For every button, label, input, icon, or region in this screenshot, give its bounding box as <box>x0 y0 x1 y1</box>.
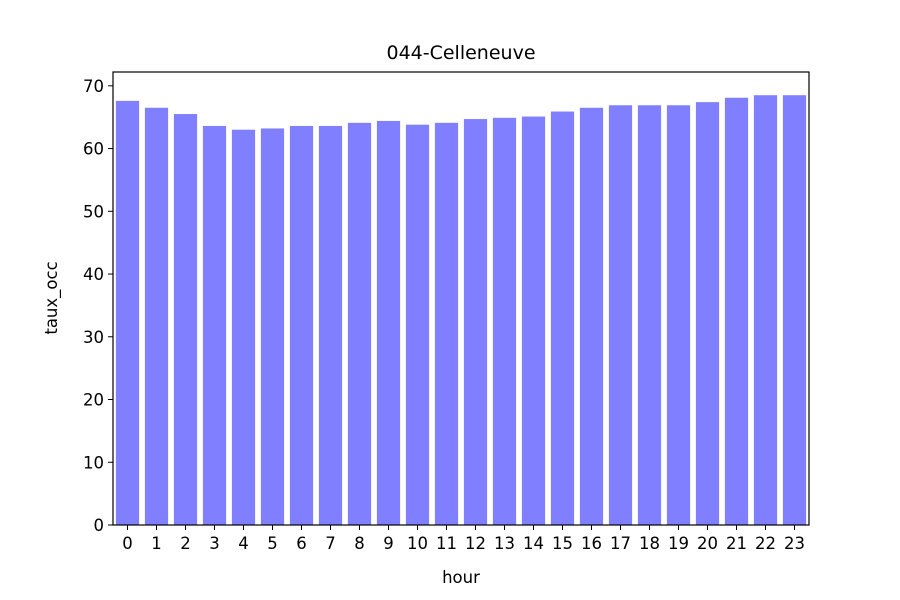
x-tick-label: 7 <box>325 534 336 553</box>
x-tick-label: 13 <box>494 534 515 553</box>
x-tick-label: 22 <box>755 534 776 553</box>
bar-hour-16 <box>579 107 604 526</box>
bar-hour-8 <box>347 122 372 526</box>
x-tick-label: 11 <box>436 534 457 553</box>
x-tick-label: 20 <box>697 534 718 553</box>
x-tick-label: 21 <box>726 534 747 553</box>
y-tick-label: 20 <box>83 391 104 410</box>
bar-hour-12 <box>463 119 488 525</box>
bar-hour-21 <box>724 97 749 526</box>
x-tick-label: 5 <box>267 534 278 553</box>
y-tick-label: 60 <box>83 140 104 159</box>
plot-frame <box>112 71 810 526</box>
bar-hour-20 <box>695 102 720 526</box>
x-tick-label: 8 <box>354 534 365 553</box>
bar-hour-19 <box>666 105 691 525</box>
x-tick-label: 17 <box>610 534 631 553</box>
bar-hour-11 <box>434 122 459 526</box>
y-tick-label: 0 <box>94 516 105 535</box>
bar-hour-13 <box>492 117 517 525</box>
bar-hour-0 <box>115 100 140 525</box>
bar-hour-15 <box>550 111 575 525</box>
x-tick-label: 12 <box>465 534 486 553</box>
y-tick-label: 30 <box>83 328 104 347</box>
bar-hour-14 <box>521 116 546 525</box>
bar-hour-5 <box>260 128 285 525</box>
bar-hour-1 <box>144 107 169 526</box>
bar-hour-3 <box>202 125 227 526</box>
x-tick-label: 19 <box>668 534 689 553</box>
bar-hour-23 <box>782 95 807 525</box>
bar-hour-22 <box>753 95 778 525</box>
chart-title: 044-Celleneuve <box>386 42 535 64</box>
y-tick-label: 70 <box>83 77 104 96</box>
bar-hour-7 <box>318 125 343 526</box>
bar-hour-10 <box>405 124 430 525</box>
bar-hour-4 <box>231 129 256 525</box>
y-tick-label: 50 <box>83 202 104 221</box>
x-tick-label: 15 <box>552 534 573 553</box>
x-tick-label: 1 <box>151 534 162 553</box>
x-tick-label: 0 <box>122 534 133 553</box>
x-tick-label: 2 <box>180 534 191 553</box>
bar-hour-18 <box>637 105 662 525</box>
bar-hour-9 <box>376 120 401 525</box>
x-tick-label: 4 <box>238 534 249 553</box>
x-axis-label: hour <box>442 568 480 587</box>
x-tick-label: 14 <box>523 534 544 553</box>
x-tick-label: 3 <box>209 534 220 553</box>
x-tick-label: 16 <box>581 534 602 553</box>
bar-hour-2 <box>173 114 198 525</box>
y-axis-label: taux_occ <box>42 261 62 334</box>
x-tick-label: 10 <box>407 534 428 553</box>
bars-layer <box>115 95 807 526</box>
x-tick-label: 6 <box>296 534 307 553</box>
y-tick-label: 40 <box>83 265 104 284</box>
x-tick-label: 18 <box>639 534 660 553</box>
bar-hour-6 <box>289 125 314 526</box>
bar-hour-17 <box>608 105 633 525</box>
x-tick-label: 9 <box>383 534 394 553</box>
y-tick-label: 10 <box>83 453 104 472</box>
x-tick-label: 23 <box>784 534 805 553</box>
